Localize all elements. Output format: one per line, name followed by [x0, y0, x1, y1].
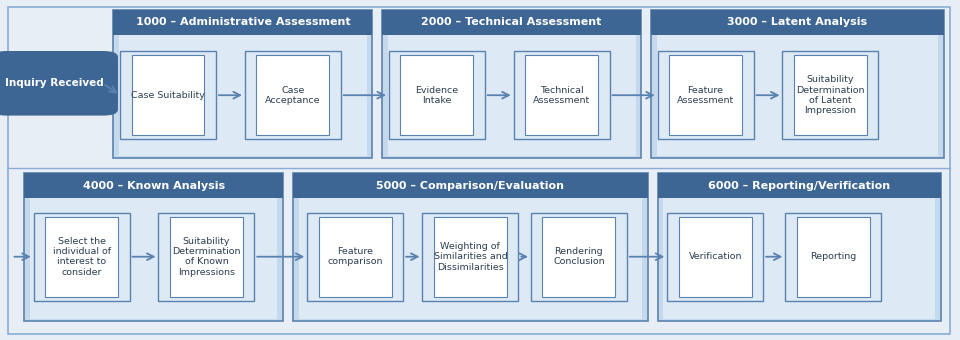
Text: Evidence
Intake: Evidence Intake [416, 85, 458, 105]
FancyBboxPatch shape [34, 212, 130, 301]
FancyBboxPatch shape [542, 217, 615, 297]
FancyBboxPatch shape [120, 51, 216, 139]
FancyBboxPatch shape [158, 212, 254, 301]
FancyBboxPatch shape [30, 198, 277, 319]
FancyBboxPatch shape [782, 51, 878, 139]
FancyBboxPatch shape [422, 212, 518, 301]
Text: Feature
Assessment: Feature Assessment [677, 85, 734, 105]
FancyBboxPatch shape [119, 35, 367, 156]
Text: Technical
Assessment: Technical Assessment [533, 85, 590, 105]
FancyBboxPatch shape [389, 51, 485, 139]
Text: 6000 – Reporting/Verification: 6000 – Reporting/Verification [708, 181, 890, 191]
FancyBboxPatch shape [113, 10, 372, 158]
FancyBboxPatch shape [293, 173, 648, 321]
Text: Case
Acceptance: Case Acceptance [265, 85, 321, 105]
Text: 5000 – Comparison/Evaluation: 5000 – Comparison/Evaluation [376, 181, 564, 191]
Text: Inquiry Received: Inquiry Received [6, 78, 104, 88]
FancyBboxPatch shape [658, 173, 941, 321]
FancyBboxPatch shape [170, 217, 243, 297]
FancyBboxPatch shape [382, 10, 641, 35]
FancyBboxPatch shape [299, 198, 642, 319]
FancyBboxPatch shape [658, 173, 941, 198]
FancyBboxPatch shape [293, 173, 648, 198]
Text: Rendering
Conclusion: Rendering Conclusion [553, 247, 605, 267]
FancyBboxPatch shape [388, 35, 636, 156]
FancyBboxPatch shape [307, 212, 403, 301]
FancyBboxPatch shape [658, 51, 754, 139]
Text: Case Suitability: Case Suitability [132, 91, 204, 100]
FancyBboxPatch shape [651, 10, 944, 35]
FancyBboxPatch shape [514, 51, 610, 139]
FancyBboxPatch shape [113, 10, 372, 35]
FancyBboxPatch shape [525, 55, 598, 135]
FancyBboxPatch shape [651, 10, 944, 158]
FancyBboxPatch shape [45, 217, 118, 297]
FancyBboxPatch shape [667, 212, 763, 301]
FancyBboxPatch shape [663, 198, 935, 319]
FancyBboxPatch shape [132, 55, 204, 135]
Text: 3000 – Latent Analysis: 3000 – Latent Analysis [728, 17, 867, 28]
Text: 4000 – Known Analysis: 4000 – Known Analysis [83, 181, 225, 191]
Text: Feature
comparison: Feature comparison [327, 247, 383, 267]
Text: Suitability
Determination
of Latent
Impression: Suitability Determination of Latent Impr… [796, 75, 865, 115]
FancyBboxPatch shape [669, 55, 742, 135]
FancyBboxPatch shape [245, 51, 341, 139]
FancyBboxPatch shape [657, 35, 938, 156]
FancyBboxPatch shape [679, 217, 752, 297]
FancyBboxPatch shape [400, 55, 473, 135]
Text: Suitability
Determination
of Known
Impressions: Suitability Determination of Known Impre… [172, 237, 241, 277]
Text: Select the
individual of
interest to
consider: Select the individual of interest to con… [53, 237, 110, 277]
FancyBboxPatch shape [797, 217, 870, 297]
FancyBboxPatch shape [785, 212, 881, 301]
FancyBboxPatch shape [434, 217, 507, 297]
Text: Reporting: Reporting [810, 252, 856, 261]
Text: Verification: Verification [688, 252, 742, 261]
Text: 1000 – Administrative Assessment: 1000 – Administrative Assessment [135, 17, 350, 28]
FancyBboxPatch shape [24, 173, 283, 198]
Text: Weighting of
Similarities and
Dissimilarities: Weighting of Similarities and Dissimilar… [434, 242, 507, 272]
FancyBboxPatch shape [0, 52, 117, 115]
FancyBboxPatch shape [256, 55, 329, 135]
Text: 2000 – Technical Assessment: 2000 – Technical Assessment [421, 17, 602, 28]
FancyBboxPatch shape [794, 55, 867, 135]
FancyBboxPatch shape [319, 217, 392, 297]
FancyBboxPatch shape [24, 173, 283, 321]
FancyBboxPatch shape [382, 10, 641, 158]
FancyBboxPatch shape [531, 212, 627, 301]
